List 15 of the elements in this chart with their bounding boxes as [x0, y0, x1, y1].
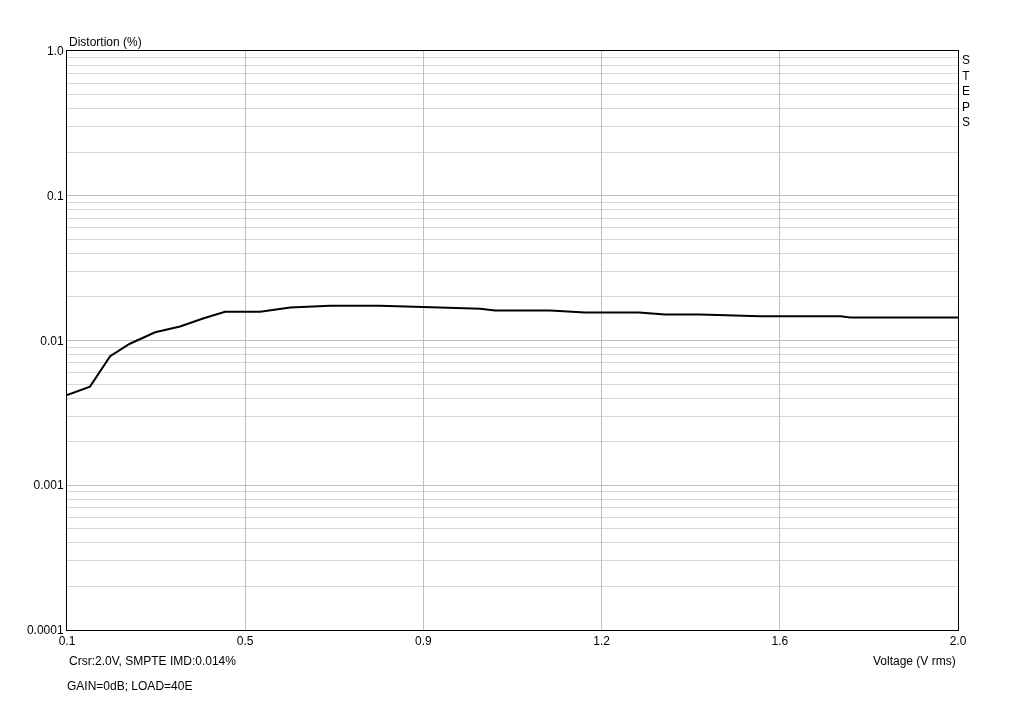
- x-tick-label: 0.1: [58, 634, 76, 649]
- text: Crsr:2.0V, SMPTE IMD:0.014%: [69, 654, 237, 668]
- x-tick-label: 1.2: [593, 634, 611, 649]
- text: GAIN=0dB; LOAD=40E: [67, 679, 193, 693]
- y-axis-title: Distortion (%): [69, 35, 142, 49]
- x-tick-label: 0.9: [415, 634, 433, 649]
- y-tick-label: 1.0: [46, 44, 64, 59]
- x-axis-title: Voltage (V rms): [873, 654, 956, 668]
- x-tick-label: 2.0: [949, 634, 967, 649]
- y-tick-label: 0.01: [40, 333, 64, 348]
- y-tick-label: 0.001: [33, 478, 64, 493]
- x-tick-label: 0.5: [236, 634, 254, 649]
- text: STEPS: [962, 53, 971, 130]
- y-tick-label: 0.1: [46, 188, 64, 203]
- x-tick-label: 1.6: [771, 634, 789, 649]
